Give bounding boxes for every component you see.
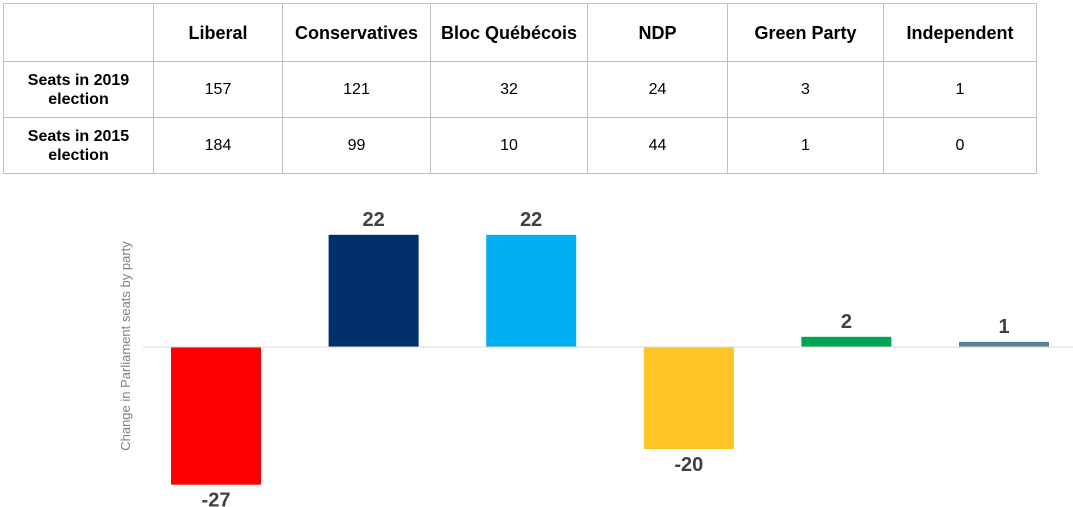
bar-liberal bbox=[171, 347, 261, 485]
table-cell: 0 bbox=[883, 117, 1037, 174]
data-label-group: -27 22 22 -20 2 1 bbox=[202, 209, 1010, 507]
table-cell: 99 bbox=[282, 117, 431, 174]
seats-table-container: Liberal Conservatives Bloc Québécois NDP… bbox=[3, 3, 1037, 174]
data-label-bloc-quebecois: 22 bbox=[520, 209, 542, 231]
data-label-liberal: -27 bbox=[202, 490, 231, 507]
table-cell: 10 bbox=[430, 117, 588, 174]
bar-conservatives bbox=[328, 234, 419, 347]
table-cell: 184 bbox=[153, 117, 283, 174]
row-header-2015: Seats in 2015 election bbox=[3, 117, 154, 174]
table-cell: 32 bbox=[430, 61, 588, 118]
table-cell: 3 bbox=[727, 61, 884, 118]
table-cell: 1 bbox=[883, 61, 1037, 118]
column-header-independent: Independent bbox=[883, 3, 1037, 62]
bar-ndp bbox=[643, 347, 734, 449]
bar-group bbox=[171, 234, 1049, 485]
bar-independent bbox=[959, 341, 1049, 347]
table-cell: 121 bbox=[282, 61, 431, 118]
data-label-independent: 1 bbox=[998, 316, 1009, 338]
bar-bloc-quebecois bbox=[486, 234, 577, 347]
row-header-2019: Seats in 2019 election bbox=[3, 61, 154, 118]
column-header-bloc-quebecois: Bloc Québécois bbox=[430, 3, 588, 62]
table-cell: 24 bbox=[587, 61, 728, 118]
bar-green-party bbox=[801, 336, 892, 347]
data-label-ndp: -20 bbox=[674, 454, 703, 476]
table-row: Seats in 2015 election 184 99 10 44 1 0 bbox=[3, 117, 1037, 174]
seats-table: Liberal Conservatives Bloc Québécois NDP… bbox=[3, 3, 1037, 174]
data-label-conservatives: 22 bbox=[362, 209, 384, 231]
y-axis-label: Change in Parliament seats by party bbox=[118, 241, 133, 451]
table-cell: 157 bbox=[153, 61, 283, 118]
table-corner-cell bbox=[3, 3, 154, 62]
table-cell: 44 bbox=[587, 117, 728, 174]
data-label-green-party: 2 bbox=[841, 311, 852, 333]
table-row: Seats in 2019 election 157 121 32 24 3 1 bbox=[3, 61, 1037, 118]
table-cell: 1 bbox=[727, 117, 884, 174]
table-header-row: Liberal Conservatives Bloc Québécois NDP… bbox=[3, 3, 1037, 62]
